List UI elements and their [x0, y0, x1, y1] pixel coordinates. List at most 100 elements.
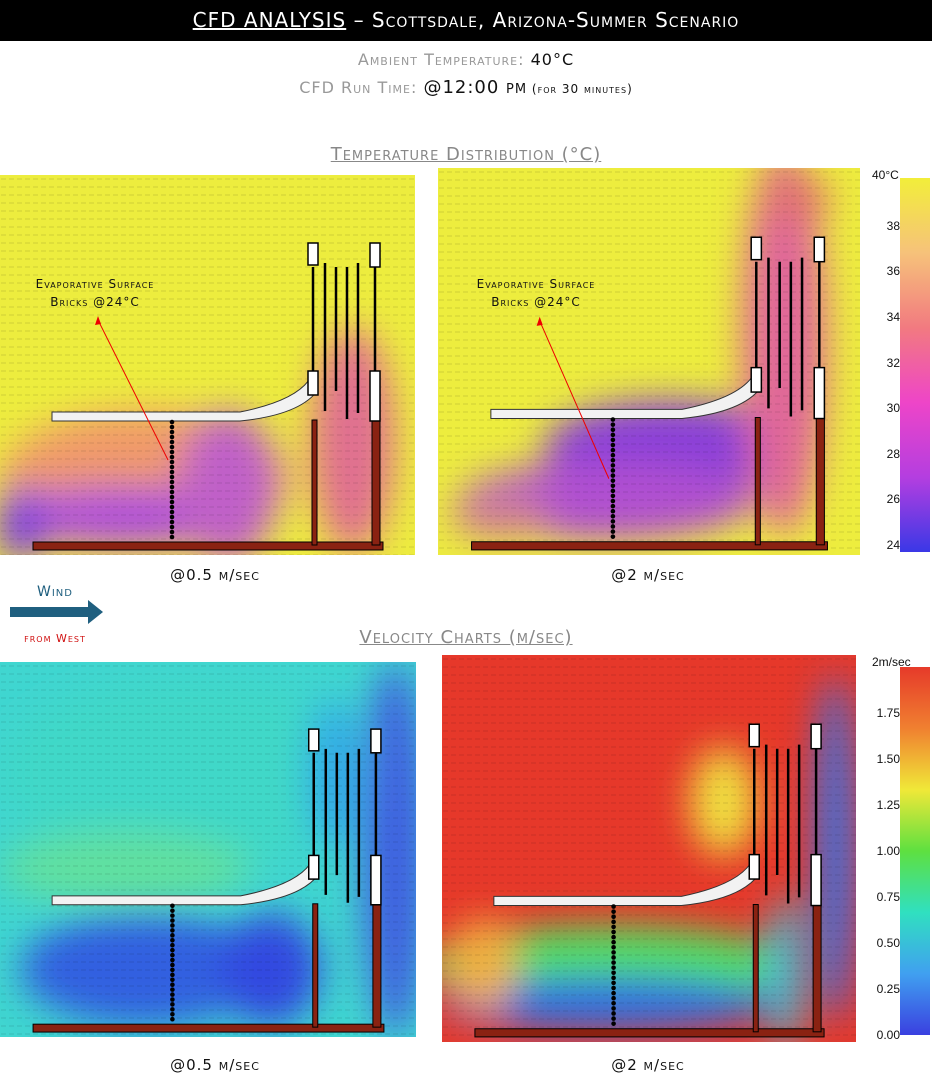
- evaporative-brick: [169, 499, 175, 505]
- evaporative-brick: [169, 484, 175, 490]
- evaporative-brick: [611, 1011, 616, 1016]
- evaporative-brick: [169, 509, 175, 515]
- evaporative-brick: [170, 942, 175, 948]
- velocity-panel-2: [442, 655, 856, 1042]
- evaporative-brick: [610, 488, 616, 494]
- colorbar-tick: 40°C: [872, 168, 899, 182]
- velocity-vectors: [442, 655, 856, 1042]
- evaporative-brick: [611, 955, 616, 960]
- temperature-colorbar: [900, 178, 930, 552]
- evaporative-brick: [169, 459, 175, 465]
- evaporative-brick: [610, 534, 616, 539]
- colorbar-tick: 34: [886, 309, 900, 324]
- evaporative-brick: [170, 933, 175, 938]
- title-rest: – Scottsdale, Arizona-Summer Scenario: [346, 8, 740, 32]
- temperature-panel-0.5: [0, 175, 415, 555]
- title-main: CFD ANALYSIS: [192, 8, 347, 32]
- caption-vel-2: @2 m/sec: [611, 1056, 685, 1074]
- velocity-title: Velocity Charts (m/sec): [359, 627, 573, 648]
- evaporative-brick: [170, 913, 175, 918]
- tower-cap: [813, 366, 826, 420]
- colorbar-tick: 32: [886, 355, 900, 370]
- evaporative-brick: [611, 914, 616, 920]
- tower-cap: [307, 728, 320, 752]
- evaporative-brick: [610, 493, 616, 499]
- evaporative-brick: [610, 508, 616, 514]
- evaporative-brick: [169, 494, 175, 500]
- tower-cap: [370, 728, 382, 754]
- evaporative-brick: [610, 503, 616, 509]
- evaporative-brick: [611, 929, 616, 935]
- evaporative-brick: [170, 957, 175, 963]
- annotation-left: Evaporative Surface Bricks @24°C: [0, 275, 195, 311]
- arrowhead-icon: [95, 316, 101, 325]
- evaporative-brick: [611, 904, 616, 909]
- evaporative-brick: [169, 474, 175, 480]
- evaporative-brick: [169, 429, 175, 435]
- floor-slab: [32, 1023, 385, 1033]
- evaporative-brick: [170, 967, 175, 973]
- evaporative-brick: [610, 442, 616, 448]
- evaporative-brick: [169, 454, 175, 460]
- colorbar-tick: 0.00: [876, 1028, 900, 1042]
- evaporative-brick: [169, 449, 175, 455]
- runtime-value: @12:00 pm: [423, 77, 528, 98]
- evaporative-brick: [169, 419, 175, 425]
- evaporative-brick: [611, 919, 616, 925]
- colorbar-tick: 28: [886, 446, 900, 461]
- tower-cap: [370, 854, 382, 906]
- evaporative-brick: [611, 990, 616, 996]
- annotation-line1: Evaporative Surface: [35, 277, 155, 291]
- evaporative-brick: [169, 524, 175, 530]
- arrowhead-icon: [536, 316, 543, 326]
- evaporative-brick: [170, 952, 175, 958]
- evaporative-brick: [170, 1002, 175, 1007]
- evaporative-brick: [170, 908, 175, 913]
- evaporative-brick: [610, 529, 616, 534]
- evaporative-brick: [610, 432, 616, 438]
- evaporative-brick: [610, 452, 616, 458]
- tower-cap: [810, 853, 822, 907]
- evaporative-brick: [611, 995, 616, 1001]
- annotation-line2: Bricks @24°C: [50, 295, 140, 309]
- caption-vel-0.5: @0.5 m/sec: [170, 1056, 260, 1074]
- tower-cap: [307, 370, 319, 396]
- tower-cap: [307, 242, 319, 266]
- annotation-arrow: [539, 320, 610, 479]
- tower-cap: [750, 236, 763, 261]
- colorbar-tick: 26: [886, 492, 900, 507]
- evaporative-brick: [170, 992, 175, 997]
- evaporative-brick: [610, 483, 616, 489]
- evaporative-brick: [610, 457, 616, 463]
- colorbar-tick: 2m/sec: [872, 655, 911, 669]
- runtime-label: CFD Run Time:: [299, 78, 424, 97]
- evaporative-brick: [611, 1001, 616, 1006]
- evaporative-brick: [169, 529, 175, 535]
- evaporative-brick: [169, 444, 175, 450]
- evaporative-brick: [169, 464, 175, 470]
- evaporative-brick: [170, 918, 175, 923]
- evaporative-brick: [610, 524, 616, 529]
- colorbar-tick: 0.75: [876, 890, 900, 904]
- evaporative-brick: [170, 962, 175, 968]
- evaporative-brick: [611, 975, 616, 981]
- title-bar: CFD ANALYSIS – Scottsdale, Arizona-Summe…: [0, 0, 932, 41]
- tower-cap: [748, 853, 760, 880]
- inner-wall: [754, 417, 761, 546]
- tower-cap: [748, 723, 760, 748]
- evaporative-brick: [610, 514, 616, 519]
- east-wall: [372, 903, 382, 1028]
- runtime-note: (for 30 minutes): [527, 82, 633, 96]
- tower-cap: [750, 366, 763, 393]
- annotation-arrow: [97, 319, 169, 461]
- evaporative-brick: [170, 923, 175, 928]
- inner-wall: [311, 419, 318, 546]
- floor-slab: [471, 541, 828, 551]
- caption-temp-0.5: @0.5 m/sec: [170, 566, 260, 584]
- evaporative-brick: [610, 427, 616, 433]
- tower-cap: [810, 723, 822, 750]
- colorbar-tick: 1.50: [876, 752, 900, 766]
- evaporative-brick: [169, 424, 175, 430]
- inner-wall: [312, 903, 319, 1028]
- evaporative-brick: [169, 434, 175, 440]
